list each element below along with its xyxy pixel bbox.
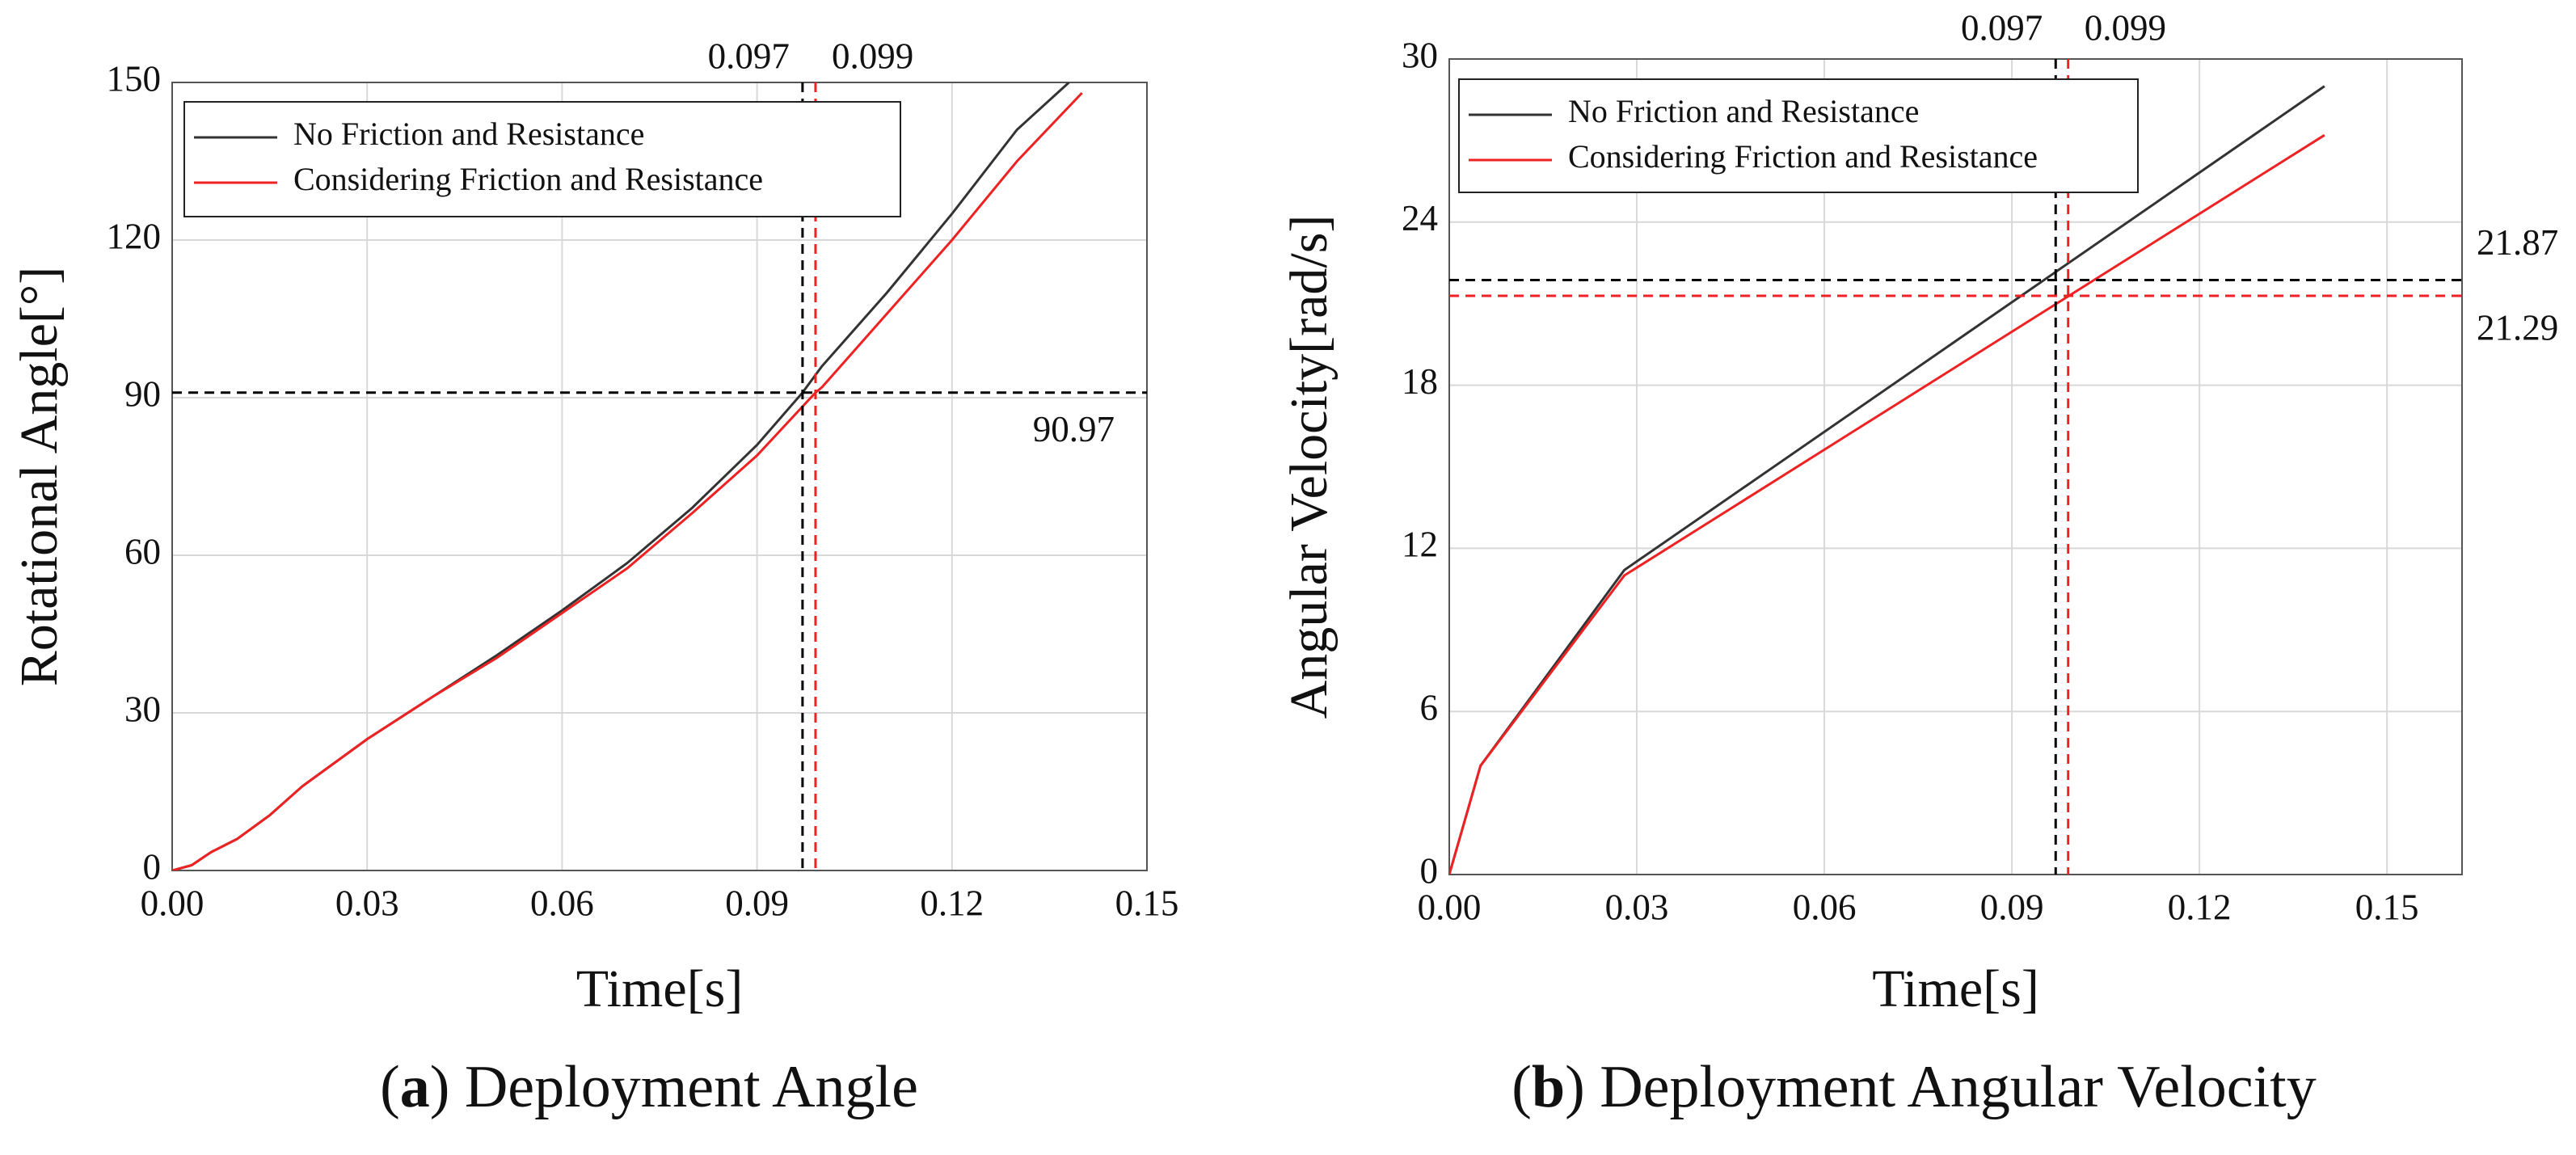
caption-part: a (400, 1054, 430, 1120)
x-tick-label: 0.03 (335, 883, 399, 923)
x-tick-label: 0.09 (725, 883, 789, 923)
x-tick-label: 0.00 (1418, 887, 1482, 927)
x-tick-label: 0.12 (2168, 887, 2232, 927)
y-tick-label: 0 (143, 846, 162, 887)
y-tick-label: 120 (107, 216, 162, 256)
legend-label: Considering Friction and Resistance (293, 161, 763, 197)
caption-part: ( (1511, 1054, 1532, 1120)
x-tick-label: 0.00 (141, 883, 204, 923)
reference-label: 0.097 (708, 36, 790, 76)
x-axis-title: Time[s] (1872, 959, 2039, 1018)
plot-frame (1448, 58, 2463, 875)
y-tick-label: 18 (1402, 361, 1438, 402)
y-axis-title: Angular Velocity[rad/s] (1280, 215, 1339, 719)
y-tick-label: 12 (1402, 525, 1438, 565)
y-axis-title: Rotational Angle[°] (10, 267, 69, 686)
reference-label: 0.099 (832, 36, 913, 76)
series-line (1449, 85, 2325, 875)
y-tick-label: 30 (1402, 35, 1438, 75)
y-tick-label: 150 (107, 58, 162, 99)
legend-box (183, 101, 901, 217)
legend-label: Considering Friction and Resistance (1568, 138, 2038, 175)
caption: (b) Deployment Angular Velocity (1511, 1054, 2316, 1120)
legend-label: No Friction and Resistance (293, 116, 644, 152)
y-tick-label: 0 (1420, 850, 1439, 891)
caption-part: ) Deployment Angular Velocity (1565, 1054, 2317, 1120)
series-line (172, 91, 1083, 870)
reference-label: 21.87 (2477, 222, 2558, 263)
caption: (a) Deployment Angle (380, 1054, 918, 1120)
reference-label: 90.97 (1033, 409, 1115, 449)
x-axis-title: Time[s] (576, 959, 744, 1018)
y-tick-label: 30 (124, 689, 161, 729)
legend-box (1458, 78, 2139, 193)
x-tick-label: 0.15 (2355, 887, 2419, 927)
x-tick-label: 0.06 (1793, 887, 1857, 927)
x-tick-label: 0.12 (920, 883, 984, 923)
reference-label: 0.097 (1961, 7, 2043, 48)
y-tick-label: 6 (1420, 688, 1439, 728)
caption-part: b (1532, 1054, 1565, 1120)
reference-label: 21.29 (2477, 307, 2558, 348)
plot-frame (171, 82, 1148, 871)
y-tick-label: 90 (124, 373, 161, 414)
y-tick-label: 24 (1402, 198, 1438, 238)
caption-part: ( (380, 1054, 400, 1120)
x-tick-label: 0.15 (1115, 883, 1179, 923)
legend-label: No Friction and Resistance (1568, 93, 1919, 129)
x-tick-label: 0.03 (1605, 887, 1669, 927)
reference-label: 0.099 (2085, 7, 2166, 48)
x-tick-label: 0.09 (1980, 887, 2044, 927)
series-line (1449, 133, 2325, 875)
x-tick-label: 0.06 (530, 883, 594, 923)
y-tick-label: 60 (124, 531, 161, 571)
caption-part: ) Deployment Angle (430, 1054, 918, 1120)
